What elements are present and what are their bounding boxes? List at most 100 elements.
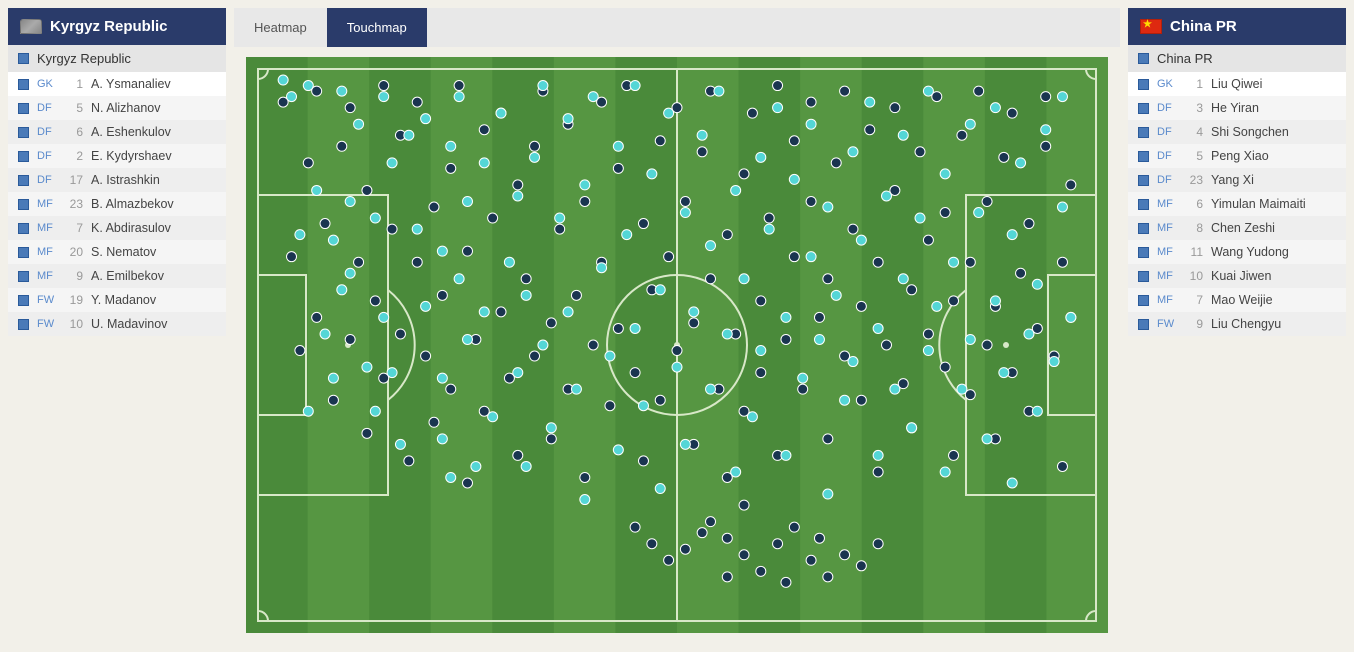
player-row[interactable]: FW19Y. Madanov	[8, 288, 226, 312]
touch-dot	[990, 103, 1000, 113]
player-position: MF	[1157, 294, 1177, 306]
touch-dot	[697, 528, 707, 538]
flag-icon	[1140, 19, 1162, 34]
touch-dot	[706, 384, 716, 394]
touch-dot	[873, 539, 883, 549]
player-position: FW	[37, 294, 57, 306]
tab-touchmap[interactable]: Touchmap	[327, 8, 427, 47]
touch-dot	[856, 301, 866, 311]
touch-dot	[287, 92, 297, 102]
checkbox-icon	[18, 79, 29, 90]
player-name: Peng Xiao	[1211, 149, 1269, 163]
touch-dot	[354, 257, 364, 267]
checkbox-icon	[18, 319, 29, 330]
player-name: Shi Songchen	[1211, 125, 1289, 139]
touch-dot	[395, 439, 405, 449]
checkbox-icon	[18, 53, 29, 64]
player-row[interactable]: DF3He Yiran	[1128, 96, 1346, 120]
touch-dot	[697, 147, 707, 157]
touch-dot	[949, 296, 959, 306]
player-row[interactable]: MF8Chen Zeshi	[1128, 216, 1346, 240]
player-row[interactable]: MF23B. Almazbekov	[8, 192, 226, 216]
touch-dot	[362, 185, 372, 195]
tab-heatmap[interactable]: Heatmap	[234, 8, 327, 47]
player-name: Kuai Jiwen	[1211, 269, 1271, 283]
player-name: A. Ysmanaliev	[91, 77, 171, 91]
player-name: Mao Weijie	[1211, 293, 1273, 307]
left-team-filter[interactable]: Kyrgyz Republic	[8, 45, 226, 72]
touch-dot	[747, 412, 757, 422]
player-row[interactable]: MF11Wang Yudong	[1128, 240, 1346, 264]
player-row[interactable]: DF2E. Kydyrshaev	[8, 144, 226, 168]
touch-dot	[756, 346, 766, 356]
player-row[interactable]: MF9A. Emilbekov	[8, 264, 226, 288]
touch-dot	[965, 257, 975, 267]
touch-dot	[923, 235, 933, 245]
touch-dot	[882, 340, 892, 350]
touch-dot	[949, 257, 959, 267]
touch-dot	[949, 450, 959, 460]
touch-dot	[965, 334, 975, 344]
touch-dot	[479, 307, 489, 317]
player-name: A. Istrashkin	[91, 173, 160, 187]
touch-dot	[496, 108, 506, 118]
touch-dot	[680, 196, 690, 206]
touch-dot	[823, 572, 833, 582]
touch-dot	[303, 81, 313, 91]
player-name: Liu Qiwei	[1211, 77, 1262, 91]
touch-dot	[605, 401, 615, 411]
touch-dot	[680, 544, 690, 554]
touch-dot	[756, 296, 766, 306]
touch-dot	[999, 152, 1009, 162]
checkbox-icon	[1138, 271, 1149, 282]
touch-dot	[915, 213, 925, 223]
player-row[interactable]: MF20S. Nematov	[8, 240, 226, 264]
right-player-list: GK1Liu QiweiDF3He YiranDF4Shi SongchenDF…	[1128, 72, 1346, 336]
player-row[interactable]: DF5Peng Xiao	[1128, 144, 1346, 168]
right-sidebar: China PR China PR GK1Liu QiweiDF3He Yira…	[1128, 8, 1346, 652]
right-team-header: China PR	[1128, 8, 1346, 45]
touch-dot	[622, 230, 632, 240]
player-row[interactable]: FW10U. Madavinov	[8, 312, 226, 336]
touch-dot	[437, 373, 447, 383]
touch-dot	[680, 208, 690, 218]
right-team-filter[interactable]: China PR	[1128, 45, 1346, 72]
team-name: Kyrgyz Republic	[50, 18, 168, 35]
touch-dot	[546, 318, 556, 328]
player-row[interactable]: MF7Mao Weijie	[1128, 288, 1346, 312]
player-row[interactable]: GK1A. Ysmanaliev	[8, 72, 226, 96]
touch-dot	[337, 141, 347, 151]
touch-dot	[412, 97, 422, 107]
touch-dot	[856, 235, 866, 245]
touch-dot	[638, 456, 648, 466]
player-name: A. Eshenkulov	[91, 125, 171, 139]
player-row[interactable]: DF17A. Istrashkin	[8, 168, 226, 192]
touch-dot	[923, 346, 933, 356]
touch-dot	[630, 368, 640, 378]
player-row[interactable]: FW9Liu Chengyu	[1128, 312, 1346, 336]
player-row[interactable]: DF5N. Alizhanov	[8, 96, 226, 120]
player-row[interactable]: DF23Yang Xi	[1128, 168, 1346, 192]
player-row[interactable]: GK1Liu Qiwei	[1128, 72, 1346, 96]
touch-dot	[823, 274, 833, 284]
touch-dot	[907, 285, 917, 295]
touch-dot	[571, 384, 581, 394]
checkbox-icon	[1138, 175, 1149, 186]
touch-dot	[1057, 92, 1067, 102]
player-row[interactable]: MF6Yimulan Maimaiti	[1128, 192, 1346, 216]
touch-dot	[974, 208, 984, 218]
touch-dot	[479, 158, 489, 168]
touch-dot	[446, 472, 456, 482]
touch-dot	[530, 141, 540, 151]
player-number: 7	[65, 221, 83, 235]
player-row[interactable]: MF7K. Abdirasulov	[8, 216, 226, 240]
touch-dot	[1016, 268, 1026, 278]
touch-dot	[387, 224, 397, 234]
player-row[interactable]: DF6A. Eshenkulov	[8, 120, 226, 144]
touch-dot	[932, 301, 942, 311]
touch-dot	[865, 125, 875, 135]
player-row[interactable]: MF10Kuai Jiwen	[1128, 264, 1346, 288]
touch-dot	[513, 450, 523, 460]
player-row[interactable]: DF4Shi Songchen	[1128, 120, 1346, 144]
touch-dot	[412, 224, 422, 234]
